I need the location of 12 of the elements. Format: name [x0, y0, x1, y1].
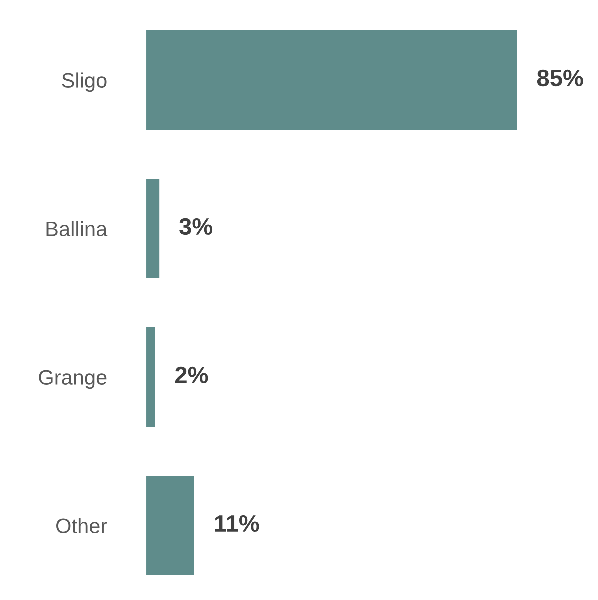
data-label: 2%	[175, 366, 208, 384]
bar	[146, 476, 194, 576]
y-tick-label: Ballina	[46, 221, 108, 237]
bar	[146, 179, 160, 278]
y-tick-label: Grange	[39, 370, 107, 390]
bar	[146, 328, 156, 427]
data-label: 85%	[537, 70, 584, 87]
y-tick-label: Sligo	[62, 72, 107, 92]
y-tick-label: Other	[56, 518, 108, 534]
data-label: 11%	[215, 515, 260, 532]
bar	[146, 30, 518, 130]
data-label: 3%	[180, 218, 213, 236]
